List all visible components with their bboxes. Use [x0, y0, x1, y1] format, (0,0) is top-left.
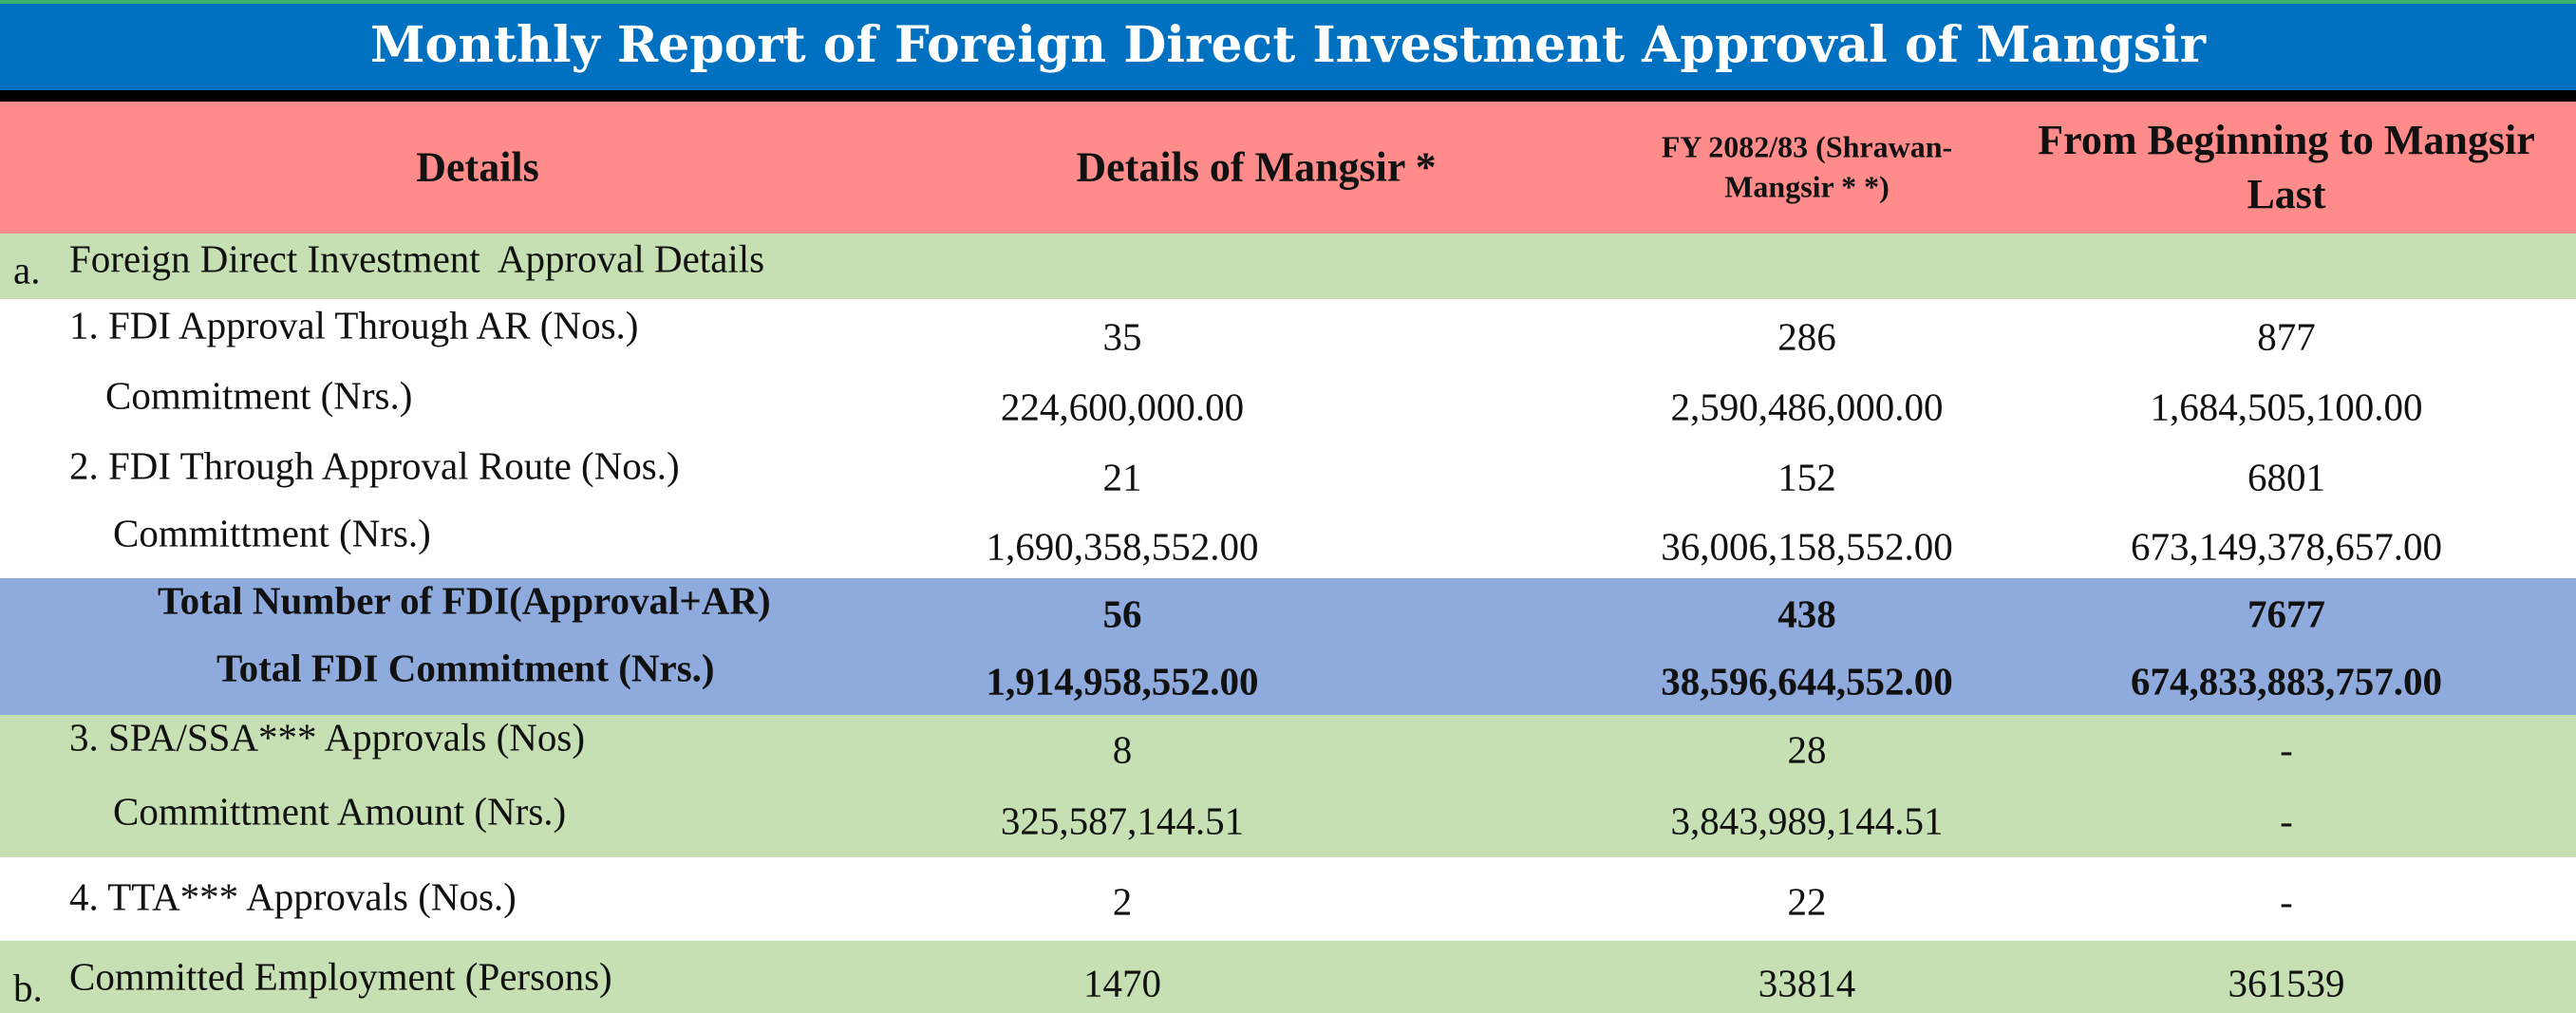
cell-value: 36,006,158,552.00	[1661, 524, 1953, 569]
cell-value: 38,596,644,552.00	[1661, 659, 1953, 703]
row-marker: a.	[13, 248, 41, 292]
cell-value: -	[2280, 879, 2293, 924]
cell-value: 361539	[2228, 961, 2345, 1005]
cell-value: 28	[1787, 727, 1827, 772]
column-header: Details of Mangsir *	[1076, 143, 1437, 191]
section-row	[0, 234, 2576, 299]
cell-value: 7677	[2247, 591, 2325, 636]
cell-value: -	[2280, 798, 2293, 843]
divider	[0, 90, 2576, 102]
row-label: 2. FDI Through Approval Route (Nos.)	[69, 443, 680, 488]
cell-value: 56	[1102, 591, 1142, 636]
title-bar	[0, 0, 2576, 90]
cell-value: 1470	[1083, 961, 1161, 1005]
column-header: FY 2082/83 (Shrawan-Mangsir * *)	[1661, 129, 1953, 203]
cell-value: -	[2280, 727, 2293, 772]
cell-value: 35	[1102, 314, 1142, 359]
cell-value: 438	[1777, 591, 1836, 636]
cell-value: 877	[2257, 314, 2316, 359]
column-header: Details	[416, 143, 539, 191]
row-label: 3. SPA/SSA*** Approvals (Nos)	[69, 715, 585, 760]
row-label: Committment Amount (Nrs.)	[113, 789, 567, 834]
row-label: Total FDI Commitment (Nrs.)	[216, 646, 715, 690]
cell-value: 325,587,144.51	[1000, 798, 1245, 843]
row-marker: b.	[13, 966, 43, 1010]
cell-value: 152	[1777, 455, 1836, 499]
cell-value: 8	[1112, 727, 1133, 772]
row-label: Commitment (Nrs.)	[105, 373, 413, 418]
cell-value: 286	[1777, 314, 1836, 359]
cell-value: 3,843,989,144.51	[1670, 798, 1944, 843]
row-label: Committment (Nrs.)	[113, 511, 431, 555]
row-label: Total Number of FDI(Approval+AR)	[158, 578, 771, 623]
cell-value: 21	[1102, 455, 1142, 499]
column-header: From Beginning to Mangsir Last	[2038, 116, 2535, 217]
report-title: Monthly Report of Foreign Direct Investm…	[369, 16, 2206, 74]
cell-value: 224,600,000.00	[1000, 385, 1245, 429]
cell-value: 1,690,358,552.00	[986, 524, 1259, 569]
row-label: 1. FDI Approval Through AR (Nos.)	[69, 303, 639, 347]
cell-value: 33814	[1758, 961, 1856, 1005]
cell-value: 22	[1787, 879, 1827, 924]
row-label: 4. TTA*** Approvals (Nos.)	[69, 874, 517, 919]
row-label: Foreign Direct Investment Approval Detai…	[69, 236, 765, 281]
row-label: Committed Employment (Persons)	[69, 954, 612, 999]
cell-value: 2,590,486,000.00	[1670, 385, 1944, 429]
cell-value: 2	[1112, 879, 1133, 924]
cell-value: 674,833,883,757.00	[2131, 659, 2442, 703]
employment-row	[0, 941, 2576, 1013]
cell-value: 1,914,958,552.00	[986, 659, 1259, 703]
header-row	[0, 102, 2576, 234]
total-rows	[0, 578, 2576, 715]
cell-value: 1,684,505,100.00	[2150, 385, 2423, 429]
cell-value: 673,149,378,657.00	[2131, 524, 2442, 569]
cell-value: 6801	[2247, 455, 2325, 499]
spa-rows	[0, 715, 2576, 857]
